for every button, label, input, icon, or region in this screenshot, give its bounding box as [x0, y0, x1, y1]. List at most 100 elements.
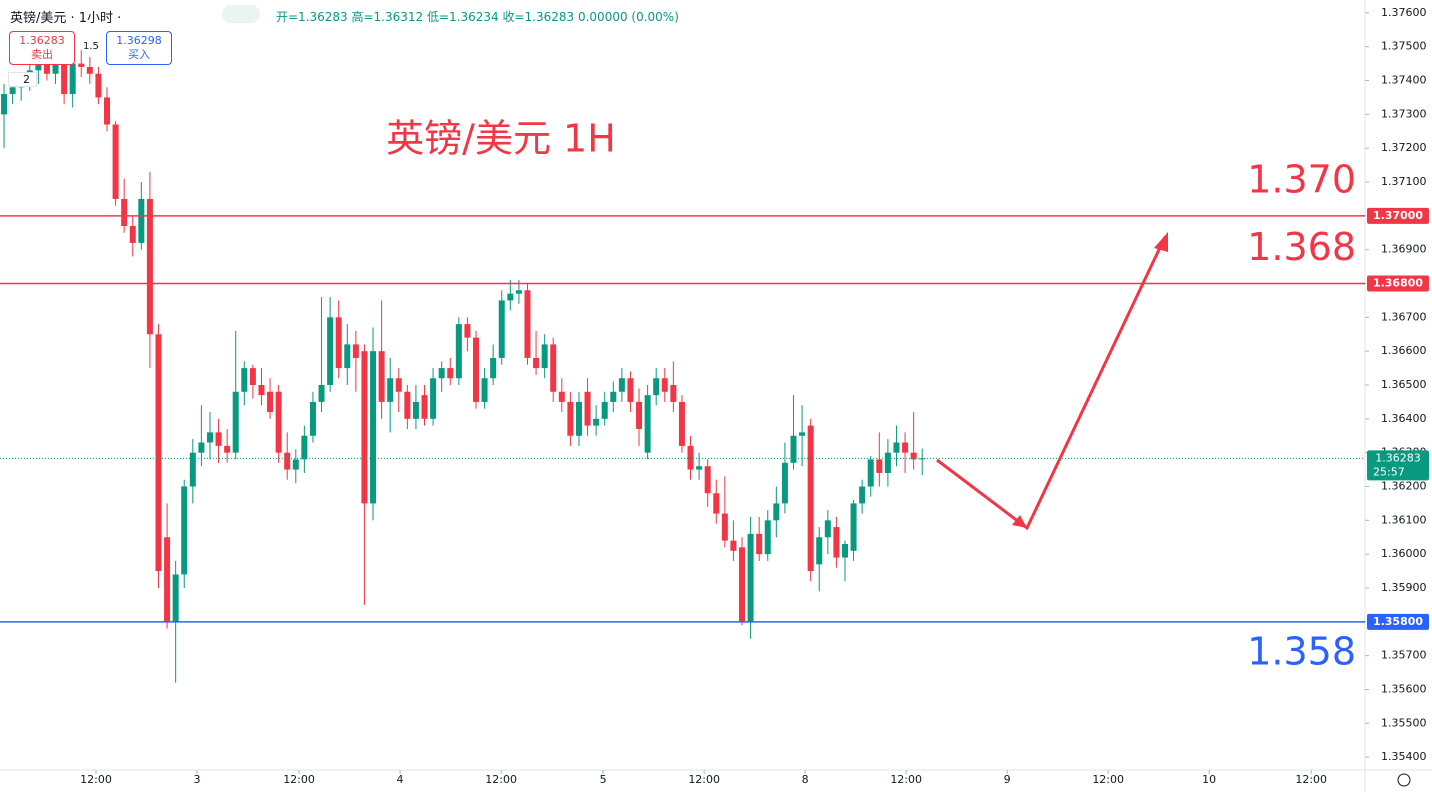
candle-body: [189, 452, 196, 487]
candle-body: [850, 503, 857, 551]
candle-body: [567, 401, 574, 436]
candle-body: [1, 94, 8, 115]
candle-body: [378, 351, 385, 402]
spread: 1.5: [83, 41, 99, 52]
candle-body: [867, 459, 874, 487]
level-annotation: 1.358: [1247, 629, 1356, 673]
candle-body: [773, 503, 780, 521]
y-tick-label: 1.36400: [1381, 412, 1427, 425]
x-tick-label: 5: [600, 773, 607, 786]
sell-label: 卖出: [31, 48, 53, 61]
buy-price: 1.36298: [116, 34, 162, 47]
candle-body: [910, 452, 917, 460]
candle-body: [327, 317, 334, 385]
candle-body: [69, 63, 76, 95]
candle-body: [687, 445, 694, 470]
candle-body: [618, 378, 625, 392]
candle-body: [370, 351, 377, 504]
candle-body: [824, 520, 831, 538]
candle-body: [352, 344, 359, 358]
candle-body: [86, 66, 93, 74]
candle-body: [661, 378, 668, 392]
x-tick-label: 9: [1004, 773, 1011, 786]
y-tick-label: 1.36100: [1381, 513, 1427, 526]
candle-body: [876, 459, 883, 473]
y-tick-label: 1.36000: [1381, 547, 1427, 560]
candle-body: [799, 432, 806, 436]
candle-body: [121, 198, 128, 226]
candle-body: [464, 324, 471, 338]
candle-body: [678, 401, 685, 446]
x-tick-label: 12:00: [485, 773, 517, 786]
arrow-head: [1154, 232, 1168, 252]
candle-body: [146, 198, 153, 335]
buy-label: 买入: [128, 48, 150, 61]
x-tick-label: 4: [397, 773, 404, 786]
candle-body: [610, 391, 617, 402]
y-tick-label: 1.37100: [1381, 175, 1427, 188]
candle-body: [721, 513, 728, 541]
forecast-arrow: [936, 236, 1167, 531]
candle-body: [318, 385, 325, 402]
candle-body: [198, 442, 205, 453]
candle-body: [653, 378, 660, 396]
candle-body: [52, 60, 59, 74]
candle-body: [816, 537, 823, 565]
symbol[interactable]: 英镑/美元 · 1小时 ·: [10, 11, 122, 26]
level-label: 1.36800: [1373, 277, 1423, 290]
y-tick-label: 1.35600: [1381, 682, 1427, 695]
candle-body: [404, 391, 411, 419]
ohlc: 开=1.36283 高=1.36312 低=1.36234 收=1.36283 …: [276, 10, 679, 24]
x-tick-label: 12:00: [1295, 773, 1327, 786]
candle-body: [104, 97, 111, 125]
candle-body: [241, 368, 248, 392]
candle-body: [524, 290, 531, 358]
x-tick-label: 12:00: [1092, 773, 1124, 786]
candle-body: [412, 401, 419, 419]
sell-button[interactable]: 1.36283 卖出: [9, 31, 75, 65]
current-price-bg: [1367, 450, 1429, 481]
candle-body: [164, 537, 171, 622]
settings-icon[interactable]: [1397, 773, 1411, 787]
y-tick-label: 1.35900: [1381, 581, 1427, 594]
y-tick-label: 1.36700: [1381, 310, 1427, 323]
level-label: 1.37000: [1373, 209, 1423, 222]
x-tick-label: 8: [802, 773, 809, 786]
candle-body: [558, 391, 565, 402]
candle-body: [902, 442, 909, 453]
candle-body: [95, 73, 102, 98]
candle-body: [541, 344, 548, 369]
y-tick-label: 1.37600: [1381, 6, 1427, 19]
candle-body: [267, 391, 274, 413]
candle-body: [593, 418, 600, 426]
y-tick-label: 1.36500: [1381, 378, 1427, 391]
level-label-bg: [1367, 207, 1429, 224]
candle-body: [696, 466, 703, 470]
candle-body: [35, 63, 42, 71]
y-tick-label: 1.37400: [1381, 74, 1427, 87]
candle-body: [361, 351, 368, 504]
level-label: 1.35800: [1373, 615, 1423, 628]
level-annotation: 1.368: [1247, 225, 1356, 269]
candle-body: [575, 401, 582, 436]
y-tick-label: 1.36200: [1381, 479, 1427, 492]
candle-body: [481, 378, 488, 402]
candle-body: [421, 395, 428, 419]
candle-body: [747, 533, 754, 622]
y-tick-label: 1.36600: [1381, 344, 1427, 357]
candle-body: [206, 432, 213, 443]
candle-body: [232, 391, 239, 453]
x-tick-label: 3: [194, 773, 201, 786]
candle-body: [670, 385, 677, 402]
candle-body: [155, 334, 162, 572]
candle-body: [387, 378, 394, 402]
buy-button[interactable]: 1.36298 买入: [106, 31, 172, 65]
x-tick-label: 12:00: [80, 773, 112, 786]
candle-body: [833, 527, 840, 558]
indicator-toggle[interactable]: 2: [8, 72, 37, 87]
x-tick-label: 12:00: [890, 773, 922, 786]
sell-price: 1.36283: [19, 34, 65, 47]
arrow-head: [1012, 515, 1027, 528]
